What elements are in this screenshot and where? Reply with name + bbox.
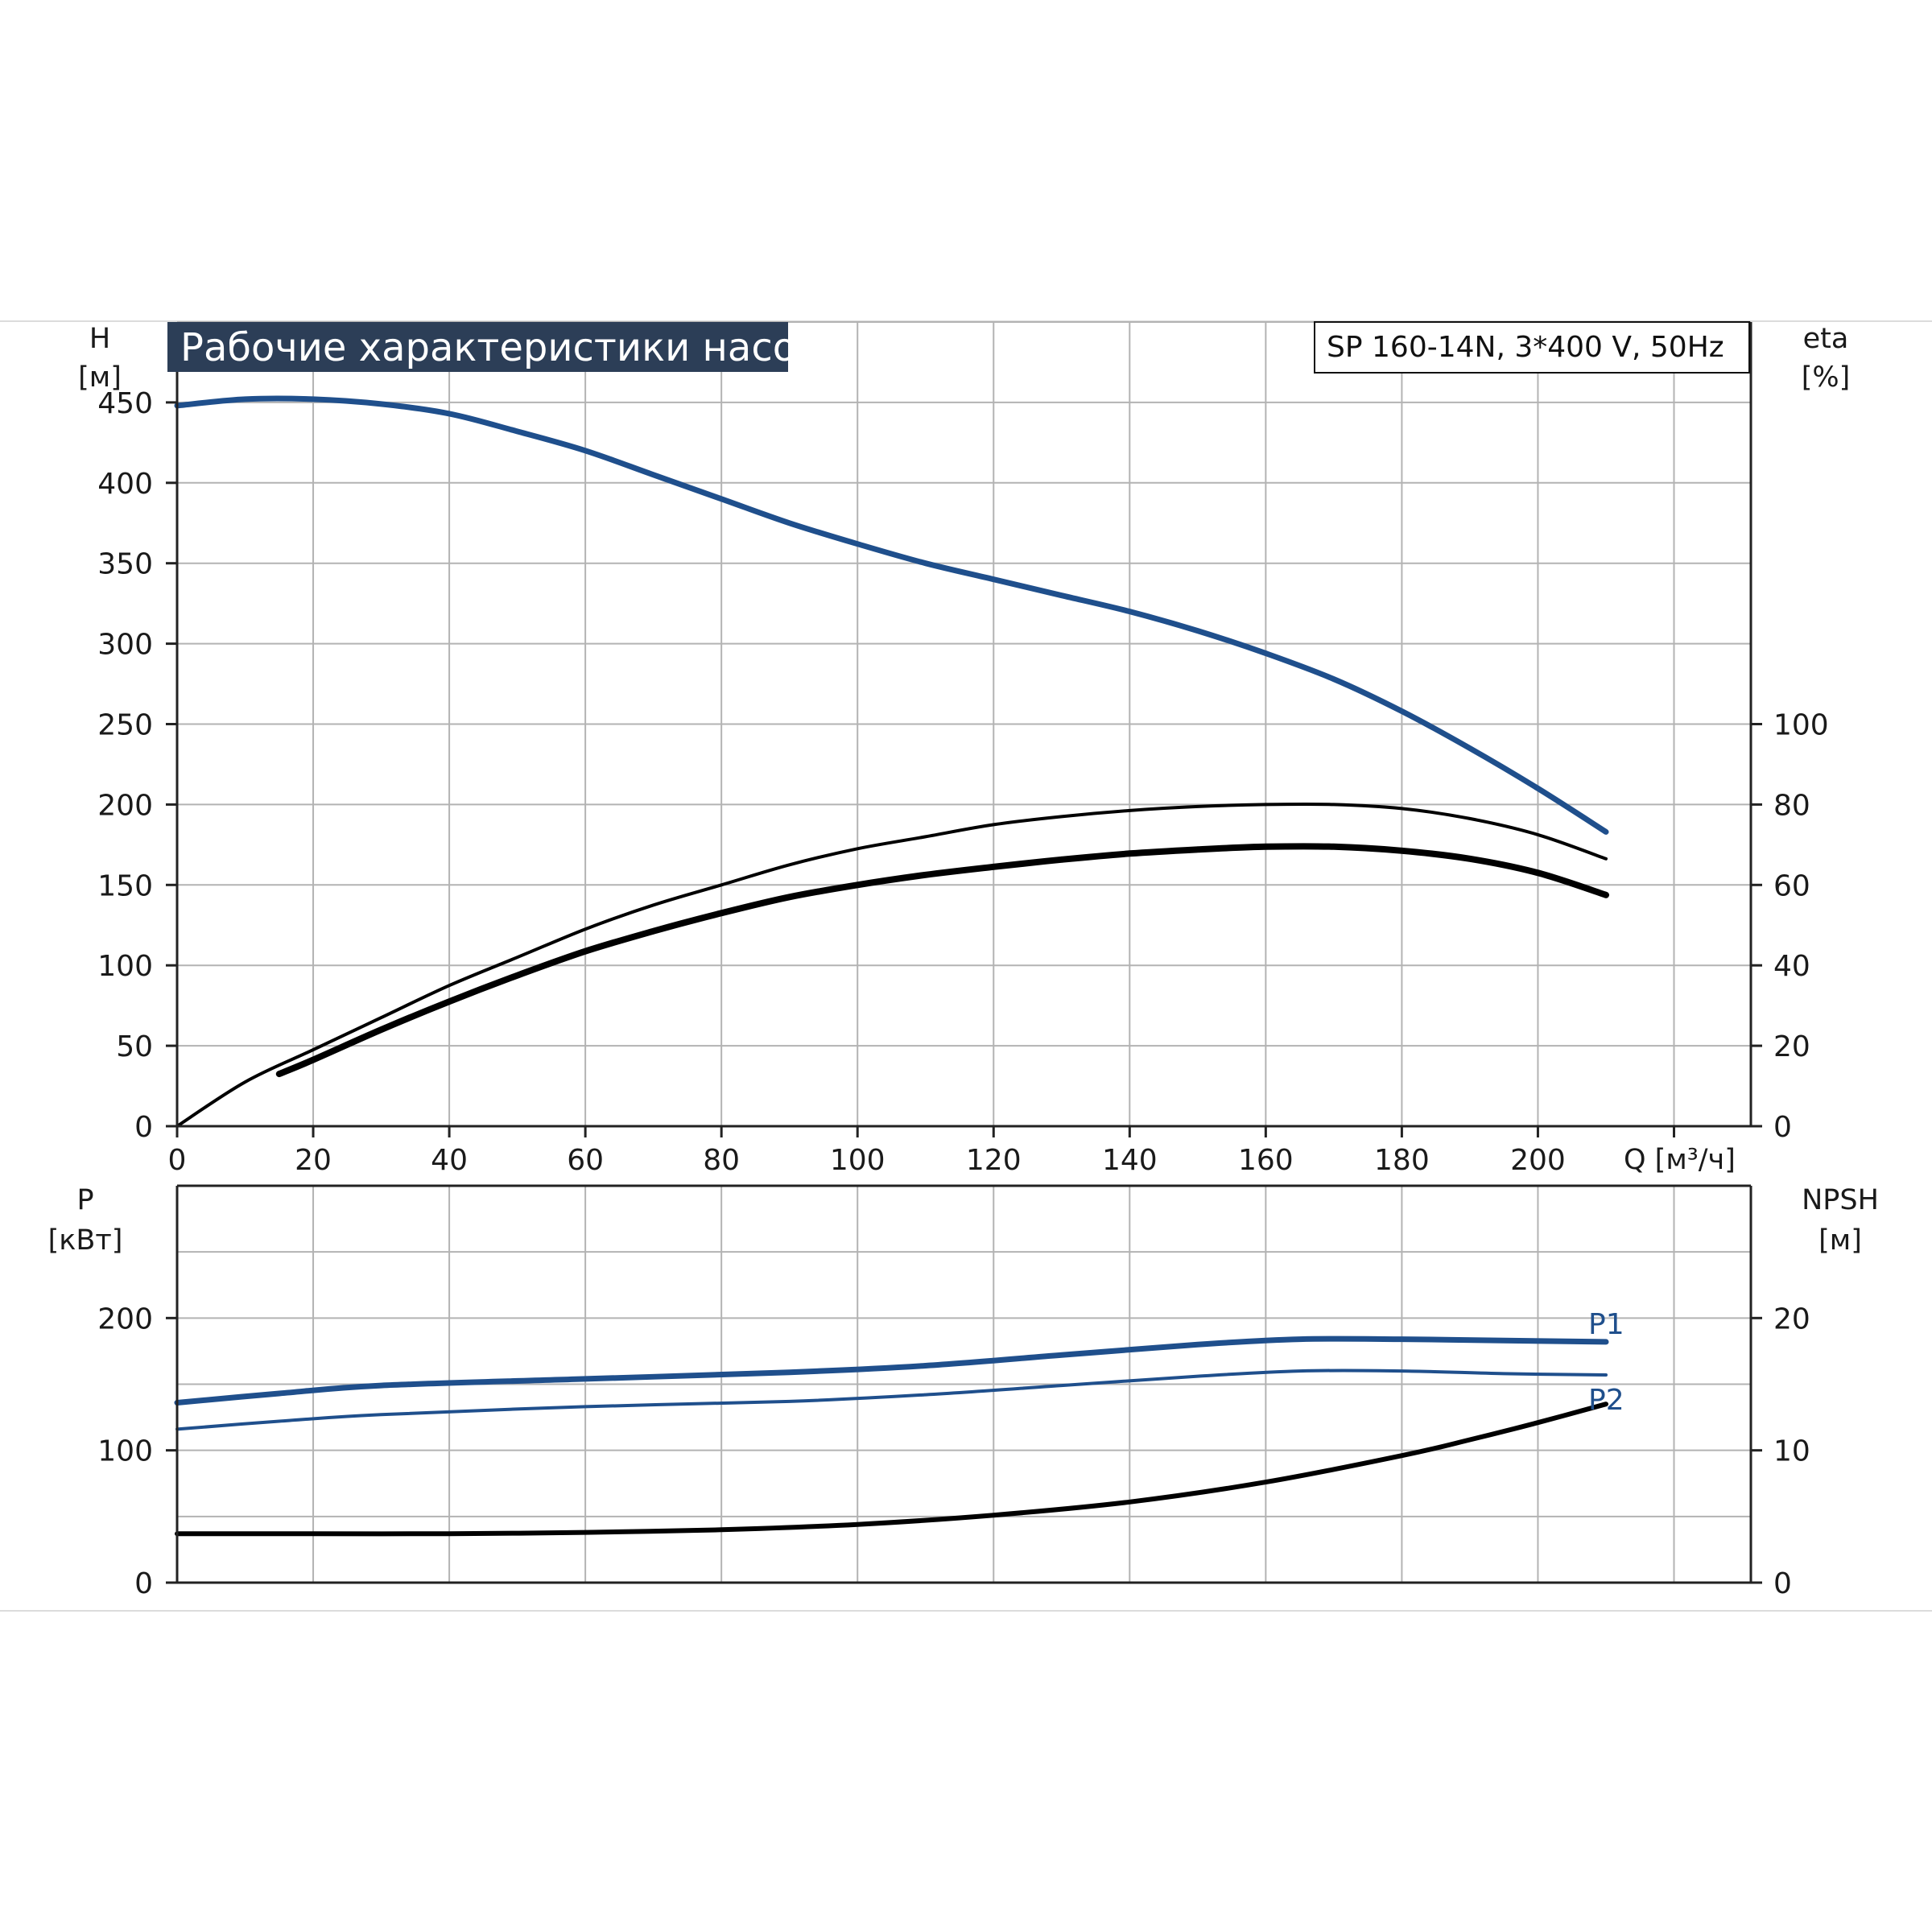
p-tick-label: 200 xyxy=(97,1302,153,1335)
eta-tick-label: 100 xyxy=(1773,709,1829,742)
npsh-tick-label: 20 xyxy=(1773,1302,1810,1335)
npsh-tick-label: 10 xyxy=(1773,1435,1810,1468)
eta-tick-label: 0 xyxy=(1773,1111,1792,1144)
model-label: SP 160-14N, 3*400 V, 50Hz xyxy=(1327,331,1724,364)
q-tick-label: 140 xyxy=(1102,1144,1158,1177)
q-tick-label: 100 xyxy=(830,1144,886,1177)
chart-title-box xyxy=(167,322,788,372)
eta-tick-label: 80 xyxy=(1773,789,1810,822)
h-tick-label: 250 xyxy=(97,709,153,742)
q-tick-label: 180 xyxy=(1374,1144,1430,1177)
npsh-axis-unit: [м] xyxy=(1818,1224,1862,1257)
p1-series-label: P1 xyxy=(1588,1308,1624,1341)
total-efficiency-curve xyxy=(275,843,1609,1078)
eta-tick-label: 20 xyxy=(1773,1030,1810,1063)
h-tick-label: 150 xyxy=(97,869,153,902)
top-panel-grid xyxy=(177,321,1751,1126)
pump-efficiency-curve xyxy=(175,802,1608,1128)
q-tick-label: 20 xyxy=(295,1144,332,1177)
h-tick-label: 350 xyxy=(97,548,153,581)
p2-series-label: P2 xyxy=(1588,1384,1624,1417)
h-axis-label: H xyxy=(89,323,110,355)
p1-power-curve xyxy=(174,1335,1609,1406)
h-tick-label: 100 xyxy=(97,950,153,983)
h-tick-label: 400 xyxy=(97,468,153,501)
model-label-box xyxy=(1314,321,1750,374)
q-tick-label: 0 xyxy=(168,1144,187,1177)
h-tick-label: 300 xyxy=(97,629,153,662)
axes-layer xyxy=(166,322,1762,1584)
p-tick-label: 0 xyxy=(134,1567,153,1600)
q-tick-label: 60 xyxy=(567,1144,604,1177)
chart-title: Рабочие характеристики насоса xyxy=(180,325,841,370)
head-curve xyxy=(174,395,1609,835)
p2-power-curve xyxy=(175,1368,1608,1431)
p-axis-label: P xyxy=(76,1184,93,1216)
h-tick-label: 50 xyxy=(116,1030,153,1063)
q-tick-label: 80 xyxy=(703,1144,740,1177)
h-tick-label: 200 xyxy=(97,789,153,822)
eta-axis-unit: [%] xyxy=(1802,361,1851,394)
q-axis-label: Q [м³/ч] xyxy=(1624,1144,1736,1176)
eta-tick-label: 40 xyxy=(1773,950,1810,983)
npsh-tick-label: 0 xyxy=(1773,1567,1792,1600)
q-tick-label: 160 xyxy=(1238,1144,1294,1177)
p-tick-label: 100 xyxy=(97,1435,153,1468)
h-tick-label: 450 xyxy=(97,387,153,420)
q-tick-label: 120 xyxy=(966,1144,1022,1177)
q-tick-label: 200 xyxy=(1510,1144,1566,1177)
npsh-curve xyxy=(175,1402,1608,1537)
npsh-axis-label: NPSH xyxy=(1802,1184,1879,1216)
series-layer xyxy=(174,395,1609,1537)
tick-labels: 0501001502002503003504004500204060801000… xyxy=(97,387,1828,1600)
h-axis-unit: [м] xyxy=(78,361,122,394)
eta-tick-label: 60 xyxy=(1773,869,1810,902)
h-tick-label: 0 xyxy=(134,1111,153,1144)
q-tick-label: 40 xyxy=(431,1144,468,1177)
eta-axis-label: eta xyxy=(1803,323,1849,355)
p-axis-unit: [кВт] xyxy=(48,1224,123,1257)
